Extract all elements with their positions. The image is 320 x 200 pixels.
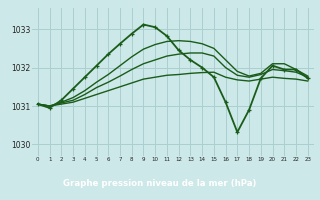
Text: Graphe pression niveau de la mer (hPa): Graphe pression niveau de la mer (hPa) (63, 180, 257, 188)
